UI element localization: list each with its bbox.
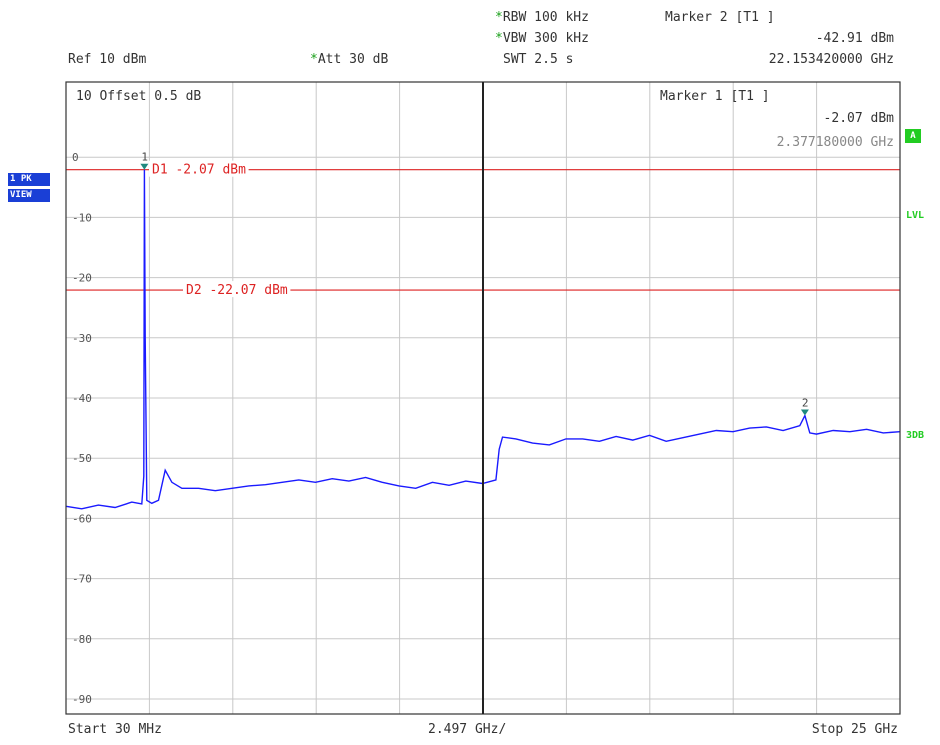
marker1-frequency: 2.377180000 GHz [777,135,894,150]
y-tick-label: -80 [72,633,92,646]
stop-frequency: Stop 25 GHz [811,722,898,737]
marker2-level: -42.91 dBm [815,31,894,46]
vbw-setting: *VBW 300 kHz [495,31,589,46]
rbw-star: * [495,10,503,25]
display-line-label: D1 -2.07 dBm [152,163,246,178]
marker2-title: Marker 2 [T1 ] [665,10,775,25]
y-tick-label: -70 [72,573,92,586]
display-line-label: D2 -22.07 dBm [186,283,288,298]
marker-1-symbol [140,163,149,170]
y-tick-label: 0 [72,151,79,164]
swt-setting: SWT 2.5 s [503,52,574,67]
span-per-division: 2.497 GHz/ [428,722,507,737]
marker-1-label: 1 [141,151,148,164]
vbw-star: * [495,31,503,46]
trace-mode-badge: 1 PK [8,173,50,186]
marker-layer: 12 [140,151,809,416]
offset-label: 10 Offset 0.5 dB [76,89,201,104]
spectrum-trace [65,169,901,510]
marker-2-symbol [800,409,809,416]
rbw-setting: *RBW 100 kHz [495,10,589,25]
y-tick-label: -60 [72,512,92,525]
y-tick-label: -90 [72,693,92,706]
y-tick-label: -50 [72,452,92,465]
att-text: Att 30 dB [317,52,389,67]
display-line-label-bg [149,160,249,177]
marker1-title: Marker 1 [T1 ] [660,89,770,104]
marker2-frequency: 22.153420000 GHz [768,52,894,67]
y-tick-label: -40 [72,392,92,405]
y-tick-label: -10 [72,211,92,224]
vbw-text: VBW 300 kHz [502,31,589,46]
trace-layer [65,169,901,510]
y-tick-labels: 0 -10 -20 -30 -40 -50 -60 -70 -80 -90 [72,151,92,706]
y-tick-label: -30 [72,332,92,345]
start-frequency: Start 30 MHz [68,722,162,737]
marker1-level: -2.07 dBm [824,111,895,126]
att-star: * [310,52,318,67]
rbw-text: RBW 100 kHz [502,10,589,25]
attenuation-setting: *Att 30 dB [310,52,388,67]
ref-level: Ref 10 dBm [68,52,147,67]
view-badge: VIEW [8,189,50,202]
marker-2-label: 2 [802,397,809,410]
y-tick-label: -20 [72,272,92,285]
3db-indicator: 3DB [906,430,925,441]
display-line-label-bg [183,281,291,298]
trace-a-indicator: A [905,129,921,143]
lvl-indicator: LVL [906,210,925,221]
